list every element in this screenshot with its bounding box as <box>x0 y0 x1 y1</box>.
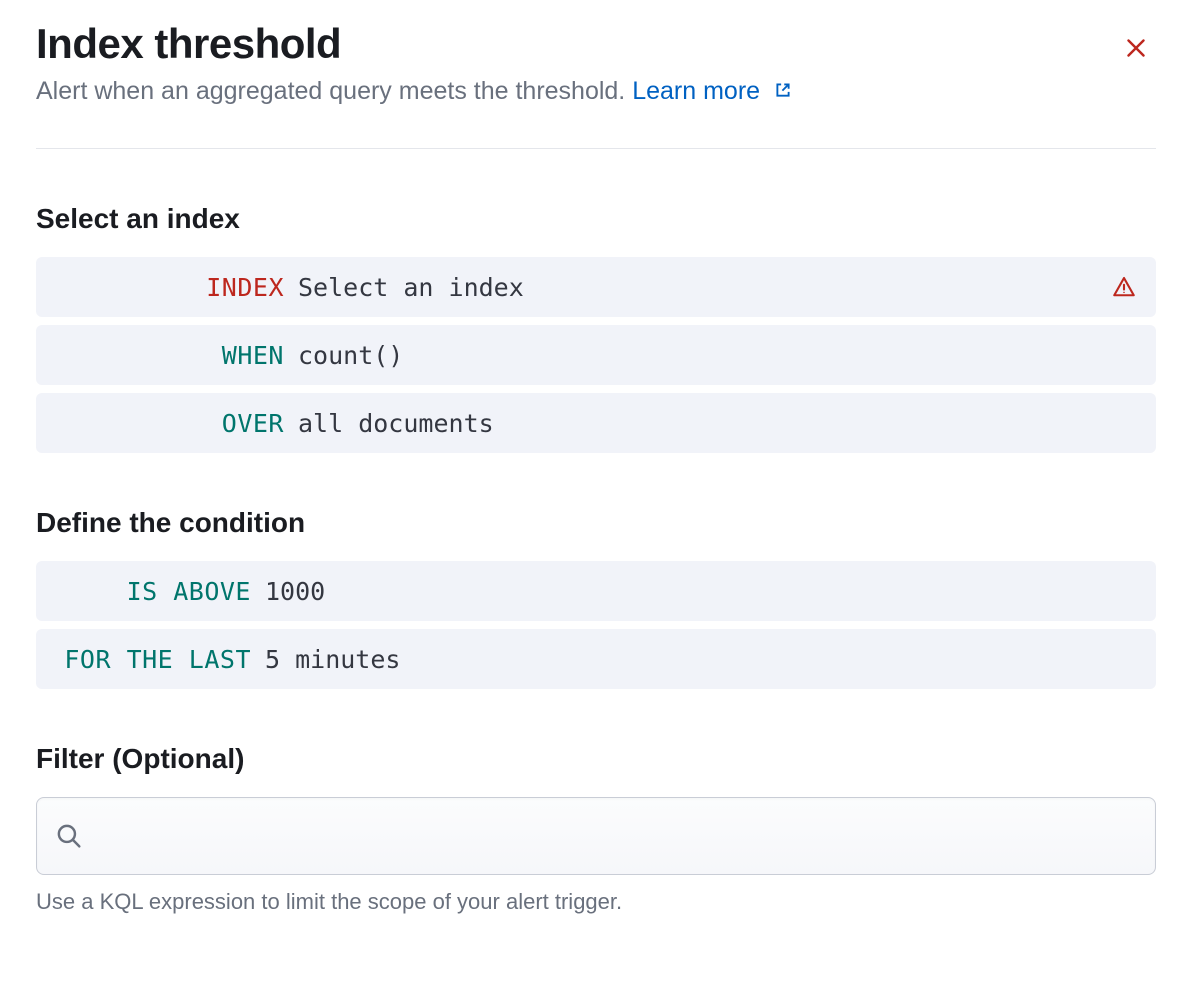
expression-label-is-above: IS ABOVE <box>56 577 251 606</box>
close-button[interactable] <box>1116 28 1156 68</box>
expression-value-when: count() <box>298 341 403 370</box>
expression-value-is-above: 1000 <box>265 577 325 606</box>
learn-more-label: Learn more <box>632 77 760 105</box>
subtitle-text: Alert when an aggregated query meets the… <box>36 77 625 105</box>
page-title: Index threshold <box>36 20 793 68</box>
close-icon <box>1124 48 1148 63</box>
expression-label-index: INDEX <box>56 273 284 302</box>
page-subtitle: Alert when an aggregated query meets the… <box>36 74 793 110</box>
search-icon <box>55 822 83 850</box>
expression-value-over: all documents <box>298 409 494 438</box>
expression-row-over[interactable]: OVER all documents <box>36 393 1156 453</box>
learn-more-link[interactable]: Learn more <box>632 77 793 105</box>
expression-row-when[interactable]: WHEN count() <box>36 325 1156 385</box>
expression-label-when: WHEN <box>56 341 284 370</box>
section-title-condition: Define the condition <box>36 507 1156 539</box>
section-title-select-index: Select an index <box>36 203 1156 235</box>
expression-label-for-the-last: FOR THE LAST <box>56 645 251 674</box>
filter-input-container[interactable] <box>36 797 1156 875</box>
expression-row-is-above[interactable]: IS ABOVE 1000 <box>36 561 1156 621</box>
expression-value-for-the-last: 5 minutes <box>265 645 400 674</box>
expression-row-for-the-last[interactable]: FOR THE LAST 5 minutes <box>36 629 1156 689</box>
expression-row-index[interactable]: INDEX Select an index <box>36 257 1156 317</box>
warning-icon <box>1112 275 1136 299</box>
filter-input[interactable] <box>97 822 1137 850</box>
section-title-filter: Filter (Optional) <box>36 743 1156 775</box>
expression-label-over: OVER <box>56 409 284 438</box>
header-divider <box>36 148 1156 149</box>
filter-helper-text: Use a KQL expression to limit the scope … <box>36 889 1156 915</box>
expression-value-index: Select an index <box>298 273 524 302</box>
external-link-icon <box>773 78 793 106</box>
